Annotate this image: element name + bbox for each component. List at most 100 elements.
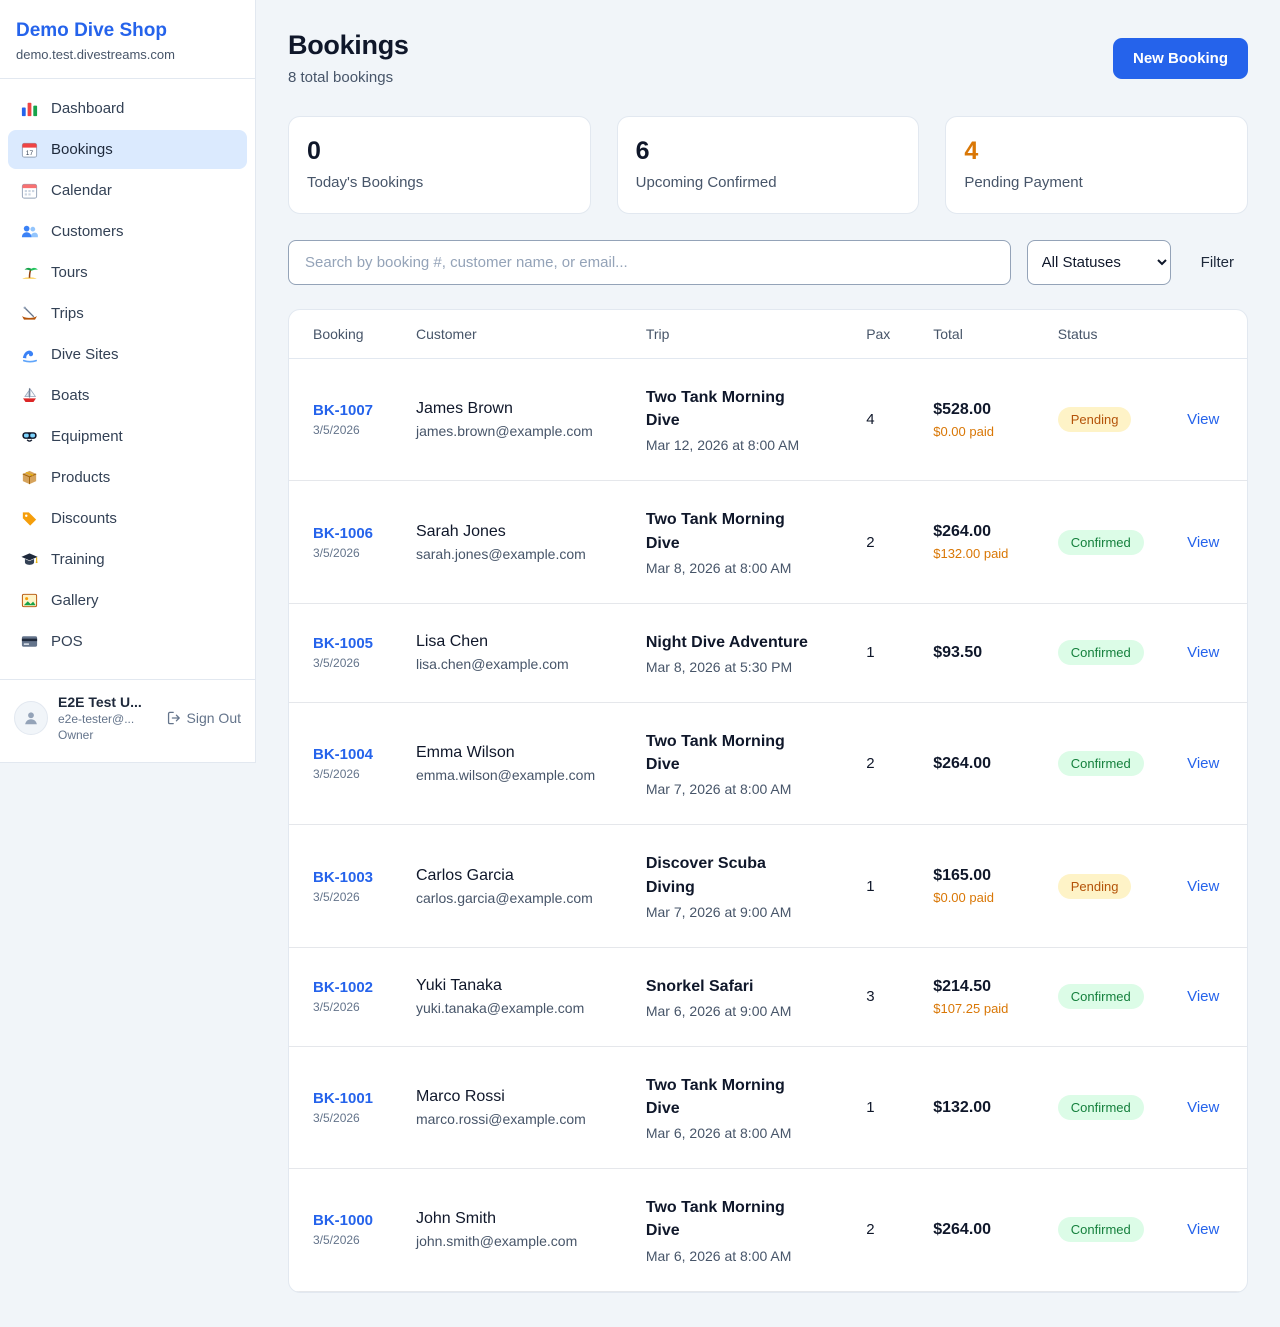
view-link[interactable]: View: [1187, 533, 1220, 551]
stat-card-upcoming-confirmed: 6 Upcoming Confirmed: [616, 116, 920, 214]
status-badge: Confirmed: [1057, 1217, 1144, 1243]
sidebar-item-customers[interactable]: Customers: [8, 212, 247, 251]
bookings-table: Booking Customer Trip Pax Total Status: [289, 310, 1247, 1292]
customer-name: Lisa Chen: [415, 633, 488, 651]
nav-item-label: Customers: [51, 223, 124, 240]
booking-row-bk-1006: BK-1006 3/5/2026 Sarah Jones sarah.jones…: [289, 480, 1247, 604]
trip-name: Snorkel Safari: [645, 977, 754, 995]
sidebar-item-training[interactable]: Training: [8, 540, 247, 579]
brand: Demo Dive Shop demo.test.divestreams.com: [0, 0, 255, 79]
customer-name: Emma Wilson: [415, 744, 515, 762]
customer-name: Carlos Garcia: [415, 866, 514, 884]
sidebar-item-tours[interactable]: Tours: [8, 253, 247, 292]
pax-value: 3: [854, 947, 922, 1047]
booking-id-link[interactable]: BK-1000: [313, 1212, 374, 1230]
pax-value: 4: [854, 358, 922, 482]
sign-out-button[interactable]: Sign Out: [166, 710, 241, 726]
trip-name: Two Tank Morning Dive: [645, 732, 785, 774]
total-amount: $264.00: [933, 523, 992, 541]
sidebar-item-boats[interactable]: Boats: [8, 376, 247, 415]
booking-id-link[interactable]: BK-1002: [313, 979, 374, 997]
sign-out-label: Sign Out: [186, 710, 241, 726]
stat-card-pending-payment: 4 Pending Payment: [945, 116, 1248, 214]
paid-amount: $107.25 paid: [933, 1000, 1009, 1016]
dive-mask-icon: [20, 427, 39, 446]
table-body: BK-1007 3/5/2026 James Brown james.brown…: [289, 358, 1247, 1292]
view-link[interactable]: View: [1187, 877, 1220, 895]
customer-name: James Brown: [415, 400, 513, 418]
booking-date: 3/5/2026: [313, 1111, 360, 1126]
sidebar-item-pos[interactable]: POS: [8, 622, 247, 661]
booking-id-link[interactable]: BK-1003: [313, 868, 374, 886]
island-icon: [20, 263, 39, 282]
booking-row-bk-1001: BK-1001 3/5/2026 Marco Rossi marco.rossi…: [289, 1046, 1247, 1170]
new-booking-button[interactable]: New Booking: [1112, 38, 1248, 79]
sidebar-item-discounts[interactable]: Discounts: [8, 499, 247, 538]
table-head: Booking Customer Trip Pax Total Status: [289, 310, 1247, 359]
trip-datetime: Mar 6, 2026 at 8:00 AM: [645, 1247, 792, 1264]
user-role: Owner: [58, 728, 94, 742]
total-amount: $528.00: [933, 400, 992, 418]
customer-email: james.brown@example.com: [415, 423, 593, 440]
view-link[interactable]: View: [1187, 1221, 1220, 1239]
booking-row-bk-1003: BK-1003 3/5/2026 Carlos Garcia carlos.ga…: [289, 824, 1247, 948]
status-select[interactable]: All Statuses: [1026, 240, 1171, 285]
booking-date: 3/5/2026: [313, 423, 360, 438]
trip-name: Two Tank Morning Dive: [645, 1076, 785, 1118]
sidebar-item-calendar[interactable]: Calendar: [8, 171, 247, 210]
booking-row-bk-1002: BK-1002 3/5/2026 Yuki Tanaka yuki.tanaka…: [289, 947, 1247, 1047]
nav-item-label: Equipment: [51, 428, 123, 445]
view-link[interactable]: View: [1187, 411, 1220, 429]
bar-chart-icon: [20, 99, 39, 118]
trip-name: Two Tank Morning Dive: [645, 389, 785, 430]
page-header-text: Bookings 8 total bookings: [288, 30, 409, 86]
customer-email: marco.rossi@example.com: [415, 1111, 586, 1128]
stat-label: Today's Bookings: [307, 174, 424, 191]
tag-icon: [20, 509, 39, 528]
booking-id-link[interactable]: BK-1006: [313, 524, 374, 542]
booking-row-bk-1007: BK-1007 3/5/2026 James Brown james.brown…: [289, 358, 1247, 482]
booking-date: 3/5/2026: [313, 889, 360, 904]
booking-id-link[interactable]: BK-1007: [313, 402, 374, 420]
customer-email: john.smith@example.com: [415, 1233, 578, 1250]
booking-id-link[interactable]: BK-1005: [313, 635, 374, 653]
total-amount: $214.50: [933, 977, 992, 995]
page-title: Bookings: [288, 30, 409, 60]
view-link[interactable]: View: [1187, 755, 1220, 773]
customer-email: yuki.tanaka@example.com: [415, 1000, 585, 1017]
sidebar-item-trips[interactable]: Trips: [8, 294, 247, 333]
status-badge: Confirmed: [1057, 1095, 1144, 1121]
sidebar-item-equipment[interactable]: Equipment: [8, 417, 247, 456]
sidebar-item-products[interactable]: Products: [8, 458, 247, 497]
customer-email: carlos.garcia@example.com: [415, 889, 593, 906]
view-link[interactable]: View: [1187, 988, 1220, 1006]
sidebar-item-dive-sites[interactable]: Dive Sites: [8, 335, 247, 374]
pax-value: 1: [854, 1046, 922, 1170]
stat-label: Pending Payment: [964, 174, 1083, 191]
view-link[interactable]: View: [1187, 644, 1220, 662]
customer-name: John Smith: [415, 1210, 496, 1228]
booking-id-link[interactable]: BK-1004: [313, 746, 374, 764]
main-content: Bookings 8 total bookings New Booking 0 …: [256, 0, 1280, 1327]
customer-email: sarah.jones@example.com: [415, 545, 586, 562]
status-badge: Confirmed: [1057, 751, 1144, 777]
status-badge: Pending: [1057, 407, 1132, 433]
customer-name: Marco Rossi: [415, 1088, 505, 1106]
status-badge: Confirmed: [1057, 640, 1144, 666]
paid-amount: $0.00 paid: [933, 423, 994, 439]
sidebar-item-bookings[interactable]: Bookings: [8, 130, 247, 169]
user-box: E2E Test U... e2e-tester@... Owner Sign …: [0, 679, 255, 752]
stat-value: 4: [964, 137, 979, 165]
person-icon: [22, 709, 40, 727]
column-header-booking: Booking: [289, 310, 404, 359]
sidebar-item-dashboard[interactable]: Dashboard: [8, 89, 247, 128]
view-link[interactable]: View: [1187, 1099, 1220, 1117]
booking-id-link[interactable]: BK-1001: [313, 1090, 374, 1108]
sidebar-item-gallery[interactable]: Gallery: [8, 581, 247, 620]
search-input[interactable]: [288, 240, 1011, 285]
pax-value: 2: [854, 480, 922, 604]
booking-date: 3/5/2026: [313, 545, 360, 560]
filter-button[interactable]: Filter: [1187, 244, 1248, 281]
nav-item-label: Calendar: [51, 182, 112, 199]
sailboat-icon: [20, 386, 39, 405]
